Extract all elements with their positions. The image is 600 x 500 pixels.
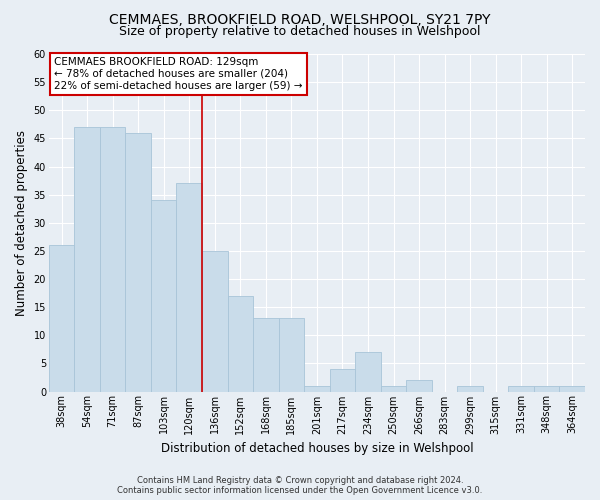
X-axis label: Distribution of detached houses by size in Welshpool: Distribution of detached houses by size … [161,442,473,455]
Bar [304,386,329,392]
Bar [355,352,381,392]
Text: CEMMAES BROOKFIELD ROAD: 129sqm
← 78% of detached houses are smaller (204)
22% o: CEMMAES BROOKFIELD ROAD: 129sqm ← 78% of… [54,58,302,90]
Text: CEMMAES, BROOKFIELD ROAD, WELSHPOOL, SY21 7PY: CEMMAES, BROOKFIELD ROAD, WELSHPOOL, SY2… [109,12,491,26]
Bar [381,386,406,392]
Bar [151,200,176,392]
Bar [329,369,355,392]
Bar [406,380,432,392]
Bar [202,251,227,392]
Bar [49,246,74,392]
Bar [457,386,483,392]
Text: Contains HM Land Registry data © Crown copyright and database right 2024.
Contai: Contains HM Land Registry data © Crown c… [118,476,482,495]
Bar [100,127,125,392]
Bar [278,318,304,392]
Y-axis label: Number of detached properties: Number of detached properties [15,130,28,316]
Bar [125,133,151,392]
Bar [253,318,278,392]
Bar [559,386,585,392]
Bar [227,296,253,392]
Bar [508,386,534,392]
Bar [176,184,202,392]
Bar [534,386,559,392]
Bar [74,127,100,392]
Text: Size of property relative to detached houses in Welshpool: Size of property relative to detached ho… [119,25,481,38]
